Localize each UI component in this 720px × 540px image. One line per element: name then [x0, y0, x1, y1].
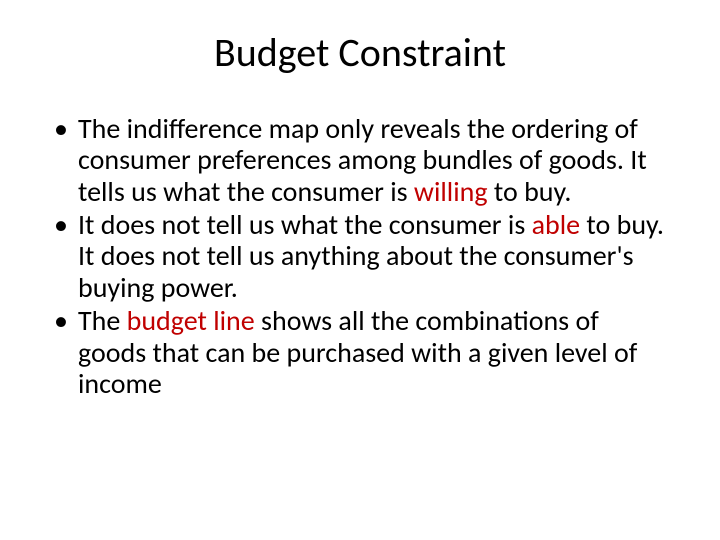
slide-title: Budget Constraint [48, 28, 672, 77]
bullet-text-pre: The [78, 303, 127, 338]
bullet-text-emph: budget line [127, 303, 255, 338]
slide: Budget Constraint The indifference map o… [0, 0, 720, 540]
bullet-list: The indifference map only reveals the or… [48, 113, 672, 399]
bullet-item: The budget line shows all the combinatio… [48, 305, 672, 399]
bullet-text-emph: able [532, 207, 580, 242]
bullet-text-post: to buy. [488, 174, 572, 209]
bullet-item: The indifference map only reveals the or… [48, 113, 672, 207]
bullet-item: It does not tell us what the consumer is… [48, 209, 672, 303]
bullet-text-pre: It does not tell us what the consumer is [78, 207, 532, 242]
bullet-text-emph: willing [414, 174, 488, 209]
